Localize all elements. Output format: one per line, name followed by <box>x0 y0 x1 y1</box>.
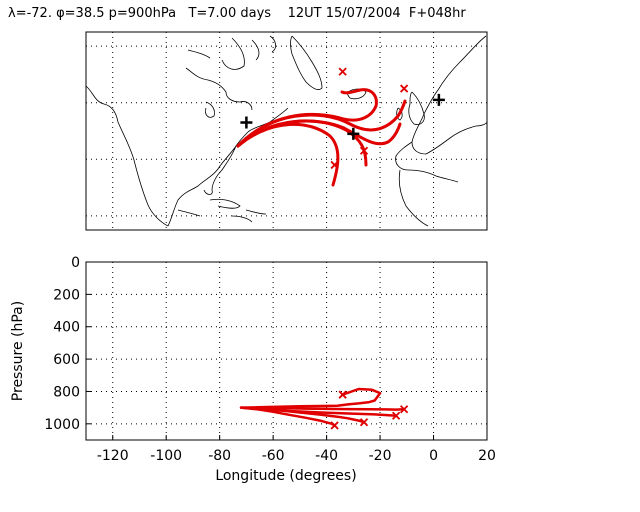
y-axis-title: Pressure (hPa) <box>10 301 26 401</box>
x-tick-label: -80 <box>208 448 231 464</box>
trajectory-end-x-marker <box>399 84 409 93</box>
map-trajectory-5 <box>236 119 402 148</box>
y-tick-label: 600 <box>53 352 80 368</box>
x-tick-label: -120 <box>97 448 129 464</box>
map-gridlines <box>86 32 487 230</box>
coastline-arctic-islands <box>187 35 276 70</box>
trajectory-end-x-marker <box>338 67 347 76</box>
coastline-caribbean <box>177 198 267 223</box>
section-series-5 <box>239 406 398 417</box>
y-tick-label: 1000 <box>44 417 80 433</box>
section-end-x-marker <box>359 418 369 427</box>
map-frame <box>85 31 488 231</box>
map-markers <box>240 67 445 170</box>
x-tick-label: -40 <box>315 448 338 464</box>
plus-marker <box>240 116 253 129</box>
section-end-x-marker <box>330 421 339 430</box>
plus-marker <box>432 93 445 106</box>
y-tick-label: 400 <box>53 320 80 336</box>
x-tick-label: -20 <box>369 448 392 464</box>
trajectory-end-x-marker <box>359 146 369 155</box>
y-tick-label: 200 <box>53 287 80 303</box>
trajectory-end-x-marker <box>330 160 339 170</box>
y-tick-label: 0 <box>71 255 80 271</box>
map-trajectory-2 <box>236 99 407 148</box>
section-series-1 <box>239 387 382 409</box>
plus-marker <box>347 127 360 140</box>
header-text: λ=-72. φ=38.5 p=900hPa T=7.00 days 12UT … <box>8 6 466 21</box>
x-tick-label: 0 <box>429 448 438 464</box>
coastline-hudson-bay <box>185 67 253 118</box>
section-end-x-marker <box>399 405 409 414</box>
x-tick-label: -100 <box>150 448 182 464</box>
y-tick-label: 800 <box>53 384 80 400</box>
section-end-x-marker <box>338 390 347 399</box>
section-end-x-marker <box>391 411 401 420</box>
x-tick-label: 20 <box>478 448 496 464</box>
section-series-2 <box>239 406 406 411</box>
coastline-iceland <box>347 88 367 100</box>
section-end-markers <box>330 390 409 430</box>
coastline-europe <box>395 35 488 227</box>
section-panel: -120 -100 -80 -60 -40 -20 0 2002004006008001000… <box>10 255 496 484</box>
section-gridlines <box>86 261 488 440</box>
map-panel <box>85 31 488 231</box>
x-tick-label: -60 <box>262 448 285 464</box>
x-axis-title: Longitude (degrees) <box>215 468 356 484</box>
section-series <box>239 387 406 427</box>
coastline-greenland <box>290 35 323 90</box>
